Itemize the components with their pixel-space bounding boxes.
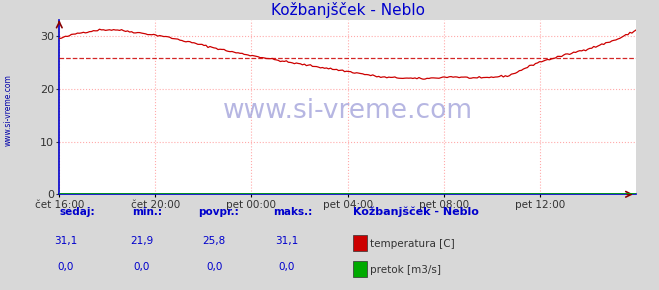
Text: 0,0: 0,0 (134, 262, 150, 272)
Text: 25,8: 25,8 (202, 235, 226, 246)
Text: sedaj:: sedaj: (59, 206, 95, 217)
Text: 21,9: 21,9 (130, 235, 154, 246)
Text: temperatura [C]: temperatura [C] (370, 239, 455, 249)
Text: povpr.:: povpr.: (198, 206, 239, 217)
Text: maks.:: maks.: (273, 206, 313, 217)
Text: www.si-vreme.com: www.si-vreme.com (3, 74, 13, 146)
Text: 0,0: 0,0 (206, 262, 222, 272)
Text: 31,1: 31,1 (275, 235, 299, 246)
Title: Kožbanjšček - Neblo: Kožbanjšček - Neblo (271, 2, 424, 18)
Text: 0,0: 0,0 (279, 262, 295, 272)
Text: pretok [m3/s]: pretok [m3/s] (370, 265, 442, 275)
Text: www.si-vreme.com: www.si-vreme.com (223, 98, 473, 124)
Text: 31,1: 31,1 (54, 235, 78, 246)
Text: Kožbanjšček - Neblo: Kožbanjšček - Neblo (353, 206, 478, 217)
Text: 0,0: 0,0 (58, 262, 74, 272)
Text: min.:: min.: (132, 206, 162, 217)
